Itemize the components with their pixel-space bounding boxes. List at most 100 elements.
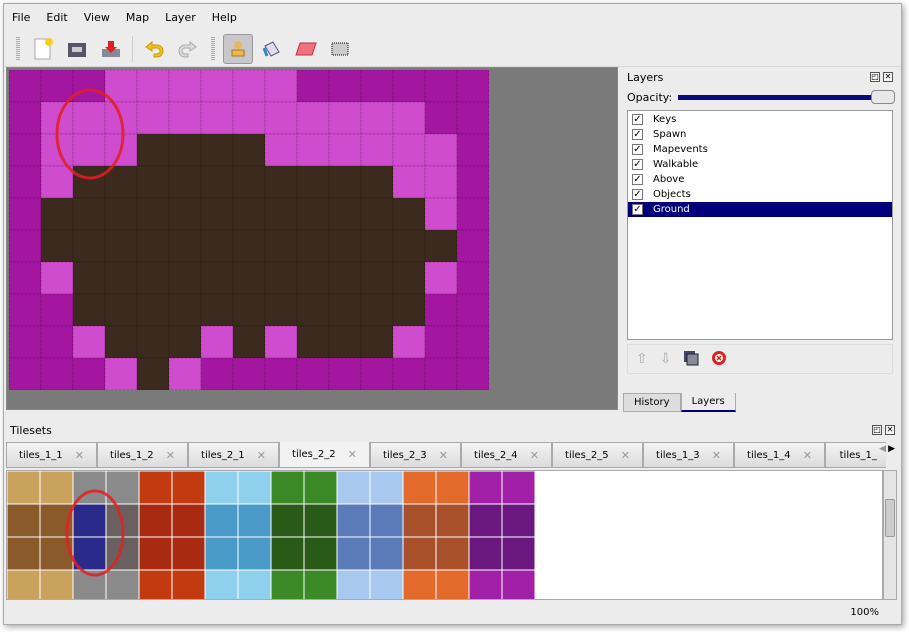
map-tile[interactable]	[264, 70, 298, 103]
map-tile[interactable]	[424, 293, 458, 327]
visibility-checkbox[interactable]: ✓	[632, 129, 643, 140]
tileset-tile[interactable]	[237, 503, 272, 538]
map-tile[interactable]	[264, 293, 298, 327]
map-tile[interactable]	[136, 325, 170, 359]
map-tile[interactable]	[40, 357, 74, 390]
map-tile[interactable]	[72, 357, 106, 390]
menu-map[interactable]: Map	[125, 11, 150, 24]
tileset-tile[interactable]	[369, 536, 404, 571]
tileset-tile[interactable]	[402, 536, 437, 571]
map-tile[interactable]	[232, 197, 266, 231]
vertical-scrollbar[interactable]	[883, 470, 897, 600]
map-tile[interactable]	[296, 133, 330, 167]
map-tile[interactable]	[360, 261, 394, 295]
close-tab-icon[interactable]: ✕	[256, 448, 266, 462]
layer-item[interactable]: ✓ Objects	[628, 187, 892, 202]
close-tab-icon[interactable]: ✕	[74, 448, 84, 462]
map-tile[interactable]	[264, 197, 298, 231]
tileset-tile[interactable]	[501, 471, 536, 505]
map-tile[interactable]	[232, 261, 266, 295]
map-tile[interactable]	[9, 293, 42, 327]
map-tile[interactable]	[104, 325, 138, 359]
map-tile[interactable]	[392, 229, 426, 263]
map-tile[interactable]	[296, 197, 330, 231]
map-tile[interactable]	[200, 293, 234, 327]
close-tab-icon[interactable]: ✕	[165, 448, 175, 462]
map-tile[interactable]	[360, 70, 394, 103]
tileset-tile[interactable]	[501, 503, 536, 538]
tab-scroll-right-icon[interactable]: ▶	[888, 444, 895, 454]
map-tile[interactable]	[264, 357, 298, 390]
map-tile[interactable]	[200, 197, 234, 231]
map-tile[interactable]	[296, 293, 330, 327]
map-tile[interactable]	[456, 197, 489, 231]
tileset-tile[interactable]	[7, 536, 41, 571]
map-tile[interactable]	[456, 325, 489, 359]
map-tile[interactable]	[456, 165, 489, 199]
toolbar-grip[interactable]	[16, 36, 20, 61]
tileset-tile[interactable]	[336, 503, 371, 538]
opacity-slider[interactable]	[678, 90, 895, 104]
map-tile[interactable]	[456, 101, 489, 135]
map-tile[interactable]	[456, 70, 489, 103]
tileset-tile[interactable]	[204, 471, 239, 505]
map-tile[interactable]	[424, 229, 458, 263]
map-tile[interactable]	[424, 357, 458, 390]
map-tile[interactable]	[232, 133, 266, 167]
map-tile[interactable]	[424, 165, 458, 199]
map-tile[interactable]	[40, 229, 74, 263]
map-tile[interactable]	[9, 357, 42, 390]
layer-item[interactable]: ✓ Mapevents	[628, 142, 892, 157]
tileset-tile[interactable]	[435, 569, 470, 600]
map-tile[interactable]	[296, 70, 330, 103]
lower-layer-icon[interactable]: ⇩	[659, 351, 672, 367]
map-tile[interactable]	[168, 293, 202, 327]
raise-layer-icon[interactable]: ⇧	[636, 351, 648, 367]
tileset-tile[interactable]	[138, 569, 173, 600]
map-tile[interactable]	[328, 325, 362, 359]
tab-history[interactable]: History	[623, 393, 681, 412]
menu-edit[interactable]: Edit	[46, 11, 68, 24]
tileset-tile[interactable]	[204, 536, 239, 571]
close-tab-icon[interactable]: ✕	[347, 448, 357, 461]
map-tile[interactable]	[168, 357, 202, 390]
new-button[interactable]	[28, 34, 58, 64]
tileset-tile[interactable]	[336, 536, 371, 571]
map-tile[interactable]	[264, 261, 298, 295]
map-tile[interactable]	[456, 229, 489, 263]
visibility-checkbox[interactable]: ✓	[632, 189, 643, 200]
map-tile[interactable]	[328, 70, 362, 103]
close-tab-icon[interactable]: ✕	[620, 448, 630, 462]
undo-button[interactable]	[139, 34, 169, 64]
eraser-button[interactable]	[291, 34, 321, 64]
map-tile[interactable]	[264, 133, 298, 167]
visibility-checkbox[interactable]: ✓	[632, 114, 643, 125]
tileset-tile[interactable]	[435, 471, 470, 505]
scroll-thumb[interactable]	[885, 499, 895, 537]
map-tile[interactable]	[392, 165, 426, 199]
map-tile[interactable]	[264, 165, 298, 199]
tileset-tile[interactable]	[270, 569, 305, 600]
tileset-tile[interactable]	[501, 536, 536, 571]
map-tile[interactable]	[40, 165, 74, 199]
menu-layer[interactable]: Layer	[165, 11, 196, 24]
map-tile[interactable]	[264, 101, 298, 135]
tileset-tile[interactable]	[171, 569, 206, 600]
map-tile[interactable]	[360, 165, 394, 199]
duplicate-layer-icon[interactable]	[683, 350, 699, 369]
map-tile[interactable]	[200, 357, 234, 390]
tileset-tile[interactable]	[402, 503, 437, 538]
layer-item[interactable]: ✓ Above	[628, 172, 892, 187]
map-tile[interactable]	[104, 293, 138, 327]
tile-map[interactable]	[9, 70, 489, 390]
delete-layer-icon[interactable]	[711, 350, 727, 369]
tileset-tile[interactable]	[303, 569, 338, 600]
layer-item[interactable]: ✓ Keys	[628, 112, 892, 127]
map-tile[interactable]	[9, 325, 42, 359]
close-icon[interactable]: ✕	[885, 425, 895, 435]
tileset-tile[interactable]	[303, 503, 338, 538]
tileset-tile[interactable]	[435, 503, 470, 538]
toolbar-grip[interactable]	[211, 36, 215, 61]
map-tile[interactable]	[232, 229, 266, 263]
tileset-tile[interactable]	[468, 503, 503, 538]
